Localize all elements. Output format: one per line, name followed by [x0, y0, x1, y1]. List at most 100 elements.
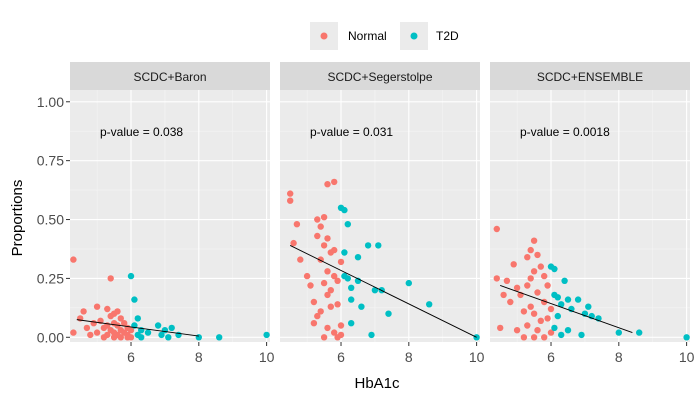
point-normal: [320, 279, 328, 287]
point-normal: [534, 251, 541, 259]
point-normal: [70, 329, 77, 336]
point-t2d: [341, 206, 348, 214]
point-t2d: [364, 242, 372, 249]
point-t2d: [683, 334, 690, 341]
point-normal: [534, 327, 541, 334]
point-normal: [547, 329, 555, 336]
point-normal: [534, 289, 541, 296]
panel-scdc-baron: SCDC+Baron p-value = 0.038 6 8 10: [70, 62, 275, 365]
x-tick-label: 10: [469, 349, 485, 365]
point-t2d: [195, 334, 202, 341]
point-normal: [320, 214, 328, 221]
point-t2d: [263, 331, 270, 339]
point-normal: [83, 324, 91, 332]
plot-background: [70, 90, 270, 342]
point-t2d: [426, 301, 433, 308]
point-t2d: [385, 310, 392, 317]
point-t2d: [348, 284, 355, 291]
point-t2d: [158, 331, 165, 339]
panel-scdc-segerstolpe: SCDC+Segerstolpe p-value = 0.031 6 8 10: [280, 62, 485, 365]
point-normal: [90, 320, 97, 327]
p-value-annotation: p-value = 0.031: [310, 125, 393, 139]
point-normal: [337, 331, 345, 339]
x-tick-label: 6: [547, 349, 555, 365]
point-normal: [314, 312, 321, 320]
x-tick-label: 6: [127, 349, 135, 365]
point-normal: [544, 282, 551, 289]
point-normal: [541, 272, 548, 280]
x-tick-label: 6: [337, 349, 345, 365]
point-normal: [331, 178, 338, 186]
point-t2d: [564, 327, 572, 334]
point-normal: [334, 277, 341, 284]
point-normal: [87, 331, 94, 339]
point-t2d: [161, 327, 169, 334]
point-t2d: [578, 331, 585, 339]
strip-label: SCDC+Segerstolpe: [327, 70, 432, 84]
point-t2d: [341, 249, 348, 256]
point-normal: [121, 320, 128, 327]
point-normal: [524, 254, 531, 261]
point-t2d: [554, 294, 561, 301]
point-t2d: [216, 334, 223, 341]
point-t2d: [368, 331, 375, 339]
point-normal: [303, 272, 311, 280]
point-normal: [513, 284, 521, 291]
point-normal: [527, 303, 534, 310]
point-t2d: [636, 329, 643, 336]
point-normal: [520, 308, 528, 315]
point-normal: [493, 225, 500, 233]
x-tick-label: 8: [405, 349, 413, 365]
point-normal: [524, 282, 531, 289]
point-t2d: [615, 329, 622, 336]
strip-label: SCDC+Baron: [133, 70, 206, 84]
point-normal: [80, 308, 87, 315]
point-t2d: [551, 265, 558, 273]
y-tick-label: 0.25: [37, 270, 64, 286]
point-t2d: [348, 320, 355, 327]
point-normal: [327, 287, 334, 294]
point-normal: [314, 232, 321, 240]
point-t2d: [138, 334, 145, 341]
panel-scdc-ensemble: SCDC+ENSEMBLE p-value = 0.0018 6 8 10: [490, 62, 695, 365]
point-normal: [524, 322, 531, 329]
point-normal: [297, 256, 304, 263]
p-value-annotation: p-value = 0.0018: [520, 125, 610, 139]
point-normal: [104, 305, 111, 313]
point-t2d: [354, 254, 362, 261]
y-tick-label: 1.00: [37, 94, 64, 110]
point-normal: [324, 291, 331, 299]
gridlines: [280, 90, 480, 342]
point-normal: [331, 329, 338, 336]
point-normal: [507, 298, 514, 306]
point-normal: [331, 272, 338, 280]
point-normal: [527, 246, 534, 254]
point-normal: [107, 275, 114, 282]
point-normal: [510, 261, 517, 268]
point-t2d: [154, 322, 162, 329]
point-normal: [493, 275, 500, 282]
point-normal: [520, 334, 528, 341]
legend-label-normal: Normal: [348, 29, 387, 43]
point-t2d: [344, 221, 351, 228]
point-normal: [324, 324, 331, 332]
point-t2d: [554, 312, 561, 320]
x-axis-title: HbA1c: [354, 375, 400, 392]
point-normal: [314, 216, 321, 223]
point-normal: [127, 334, 135, 341]
point-normal: [337, 322, 345, 329]
gridlines: [70, 90, 270, 342]
point-normal: [503, 277, 511, 284]
point-normal: [334, 301, 341, 308]
x-axis-ticks: 6 8 10: [127, 342, 275, 365]
point-normal: [317, 223, 324, 230]
point-normal: [497, 324, 504, 332]
strip-background: [70, 62, 270, 90]
point-normal: [114, 308, 121, 315]
x-axis-ticks: 6 8 10: [547, 342, 695, 365]
point-t2d: [348, 296, 355, 303]
legend: Normal T2D: [310, 22, 459, 50]
point-normal: [117, 315, 125, 322]
point-t2d: [131, 296, 138, 303]
point-normal: [530, 268, 538, 275]
